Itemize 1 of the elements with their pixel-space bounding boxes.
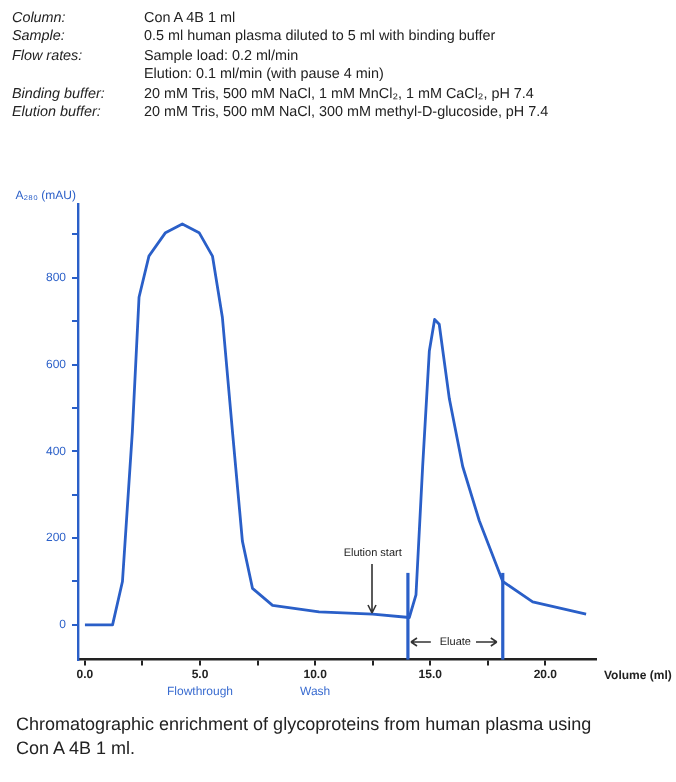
text: Chromatographic enrichment of glycoproteins from human plasma using Con A 4B 1 ml. bbox=[16, 712, 594, 760]
